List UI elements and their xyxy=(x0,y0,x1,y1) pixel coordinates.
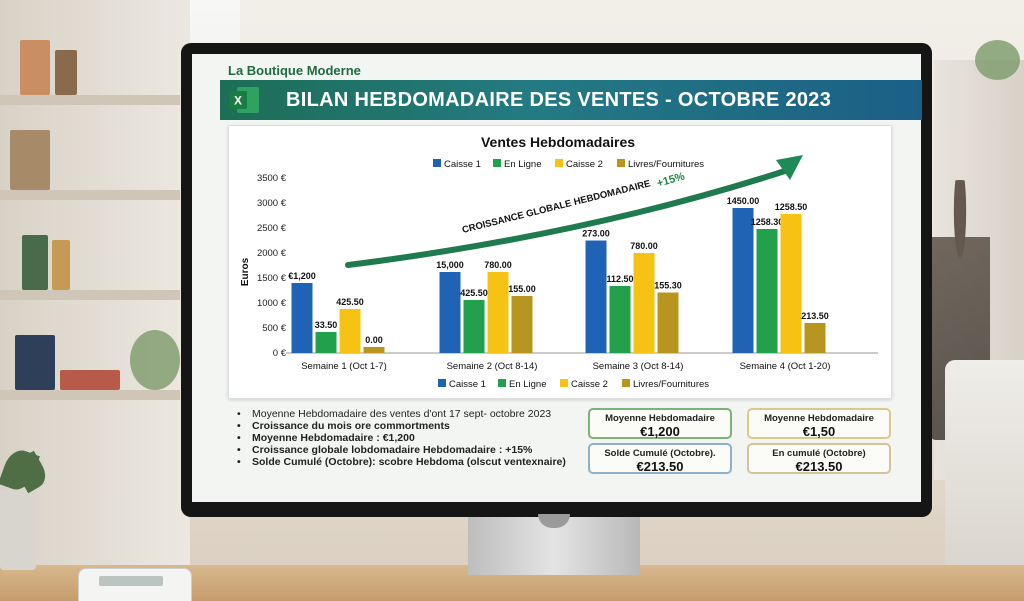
growth-arrow xyxy=(345,155,803,268)
kpi-value: €213.50 xyxy=(636,459,684,474)
weekly-sales-chart: Ventes Hebdomadaires Caisse 1 En Ligne Cai… xyxy=(240,134,878,390)
kpi-title: Moyenne Hebdomadaire xyxy=(764,413,874,424)
data-label: 15,000 xyxy=(436,260,464,270)
legend-swatch xyxy=(438,379,446,387)
legend-entry: Caisse 1 xyxy=(449,379,486,390)
legend-swatch xyxy=(498,379,506,387)
data-label: 780.00 xyxy=(630,241,658,251)
y-tick-label: 1500 € xyxy=(257,273,287,284)
bar xyxy=(804,323,826,353)
bar xyxy=(487,272,509,353)
bar xyxy=(585,240,607,353)
data-label: 780.00 xyxy=(484,260,512,270)
legend-swatch xyxy=(560,379,568,387)
bar xyxy=(780,214,802,353)
kpi-card: En cumulé (Octobre) €213.50 xyxy=(747,443,891,474)
legend-swatch xyxy=(555,159,563,167)
data-label: €1,200 xyxy=(288,271,316,281)
page-title: BILAN HEBDOMADAIRE DES VENTES - OCTOBRE … xyxy=(286,89,832,111)
legend-entry: Caisse 1 xyxy=(444,159,481,170)
x-axis-categories: Semaine 1 (Oct 1-7) Semaine 2 (Oct 8-14) S… xyxy=(301,361,830,372)
note-item: Croissance du mois ore commortments xyxy=(234,420,574,432)
growth-percentage: +15% xyxy=(656,170,687,189)
svg-text:X: X xyxy=(234,94,242,108)
legend-entry: Livres/Fournitures xyxy=(628,159,704,170)
y-tick-label: 3000 € xyxy=(257,198,287,209)
note-item: Moyenne Hebdomadaire : €1,200 xyxy=(234,432,574,444)
bar xyxy=(439,272,461,353)
bar xyxy=(657,292,679,353)
data-label: 213.50 xyxy=(801,311,829,321)
x-tick-label: Semaine 3 (Oct 8-14) xyxy=(593,361,684,372)
data-label: 0.00 xyxy=(365,335,383,345)
kpi-title: Moyenne Hebdomadaire xyxy=(605,413,715,424)
data-label: 425.50 xyxy=(336,297,364,307)
kpi-title: En cumulé (Octobre) xyxy=(772,448,866,459)
x-tick-label: Semaine 4 (Oct 1-20) xyxy=(740,361,831,372)
y-tick-label: 500 € xyxy=(262,323,286,334)
note-item: Croissance globale lobdomadaire Hebdomad… xyxy=(234,444,574,456)
x-tick-label: Semaine 1 (Oct 1-7) xyxy=(301,361,387,372)
data-label: 155.00 xyxy=(508,284,536,294)
kpi-card: Moyenne Hebdomadaire €1,50 xyxy=(747,408,891,439)
stand-ring xyxy=(538,514,570,528)
title-banner xyxy=(220,80,922,120)
chart-title: Ventes Hebdomadaires xyxy=(481,134,635,150)
x-tick-label: Semaine 2 (Oct 8-14) xyxy=(447,361,538,372)
bar xyxy=(732,208,754,353)
legend-swatch xyxy=(493,159,501,167)
y-axis-label: Euros xyxy=(240,257,251,286)
legend-entry: Caisse 2 xyxy=(571,379,608,390)
data-label: 1258.30 xyxy=(751,217,784,227)
kpi-title: Solde Cumulé (Octobre). xyxy=(604,448,716,459)
notes-list: Moyenne Hebdomadaire des ventes d'ont 17… xyxy=(234,408,574,468)
legend-swatch xyxy=(617,159,625,167)
y-tick-label: 3500 € xyxy=(257,173,287,184)
bar xyxy=(463,300,485,353)
data-label: 1450.00 xyxy=(727,196,760,206)
y-tick-label: 0 € xyxy=(273,348,287,359)
legend-entry: En Ligne xyxy=(509,379,547,390)
legend-bottom: Caisse 1 En Ligne Caisse 2 Livres/Fournitur… xyxy=(438,379,709,390)
legend-swatch xyxy=(622,379,630,387)
cash-register xyxy=(945,360,1024,601)
legend-entry: En Ligne xyxy=(504,159,542,170)
y-tick-label: 2500 € xyxy=(257,223,287,234)
calculator xyxy=(78,568,192,601)
data-label: 273.00 xyxy=(582,229,610,239)
data-label: 33.50 xyxy=(315,320,338,330)
y-tick-label: 1000 € xyxy=(257,298,287,309)
excel-icon: X xyxy=(229,87,259,113)
data-label: 155.30 xyxy=(654,281,682,291)
plant-pot xyxy=(0,490,36,570)
note-item: Solde Cumulé (Octobre): scobre Hebdoma (… xyxy=(234,456,574,468)
kpi-card: Moyenne Hebdomadaire €1,200 xyxy=(588,408,732,439)
brand-name: La Boutique Moderne xyxy=(228,63,361,78)
bar xyxy=(633,253,655,353)
bars: €1,200 33.50 425.50 0.00 15,000 425.50 780.00 1… xyxy=(288,196,829,353)
bar xyxy=(315,332,337,353)
y-tick-label: 2000 € xyxy=(257,248,287,259)
bar xyxy=(609,286,631,353)
bar xyxy=(511,296,533,353)
bar xyxy=(291,283,313,353)
left-bookshelf xyxy=(0,0,190,601)
kpi-value: €1,200 xyxy=(640,424,680,439)
data-label: 112.50 xyxy=(606,274,633,284)
note-item: Moyenne Hebdomadaire des ventes d'ont 17… xyxy=(234,408,574,420)
kpi-card: Solde Cumulé (Octobre). €213.50 xyxy=(588,443,732,474)
data-label: 425.50 xyxy=(460,288,488,298)
legend-entry: Caisse 2 xyxy=(566,159,603,170)
kpi-value: €213.50 xyxy=(795,459,843,474)
legend-entry: Livres/Fournitures xyxy=(633,379,709,390)
y-axis: 0 € 500 € 1000 € 1500 € 2000 € 2500 € 3000 € 35… xyxy=(257,173,287,359)
legend-swatch xyxy=(433,159,441,167)
bar xyxy=(756,229,778,353)
kpi-value: €1,50 xyxy=(802,424,836,439)
bar xyxy=(339,309,361,353)
data-label: 1258.50 xyxy=(775,202,808,212)
growth-annotation: CROISSANCE GLOBALE HEBDOMADAIRE xyxy=(461,178,652,236)
bar xyxy=(363,347,385,353)
legend-top: Caisse 1 En Ligne Caisse 2 Livres/Fournitur… xyxy=(433,159,704,170)
